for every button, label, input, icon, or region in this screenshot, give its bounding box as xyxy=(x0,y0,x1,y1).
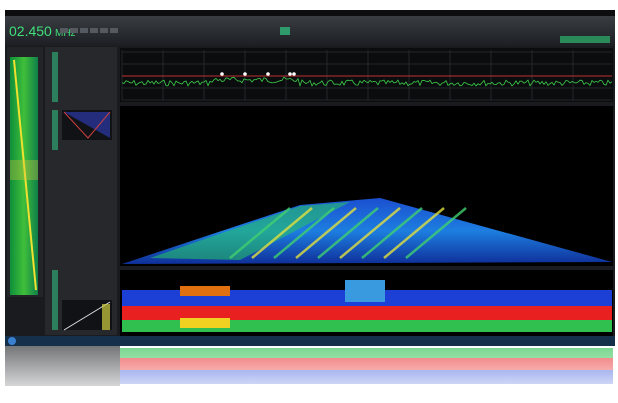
waterfall-stripes xyxy=(229,207,467,259)
frequency-value: 02.450 xyxy=(9,23,52,39)
spectrogram-signal xyxy=(180,286,230,296)
toolbar-button xyxy=(110,28,118,33)
control-tab[interactable] xyxy=(52,52,58,102)
waterfall-stripe xyxy=(405,207,467,259)
toolbar-button xyxy=(90,28,98,33)
toolbar-tabs[interactable] xyxy=(560,36,610,43)
start-button[interactable] xyxy=(8,337,16,345)
marker xyxy=(243,72,247,76)
spectrum-trace xyxy=(121,76,613,88)
side-trace xyxy=(13,59,37,291)
color-map xyxy=(64,112,110,138)
toolbar-button xyxy=(80,28,88,33)
spectrogram-signal xyxy=(345,280,385,302)
color-scale xyxy=(102,304,110,330)
marker xyxy=(266,72,270,76)
marker xyxy=(292,72,296,76)
reflection xyxy=(0,346,618,403)
waterfall-stripe xyxy=(383,207,445,259)
spectrum-plot xyxy=(120,48,613,102)
toolbar-buttons xyxy=(60,28,118,33)
title-bar xyxy=(5,10,615,16)
taskbar xyxy=(5,336,615,346)
waterfall-stripe xyxy=(229,207,291,259)
spectrogram-signal xyxy=(180,318,230,328)
toolbar-button xyxy=(100,28,108,33)
spectrogram-band xyxy=(122,306,612,320)
spectrogram-floor xyxy=(122,320,612,332)
waterfall-stripe xyxy=(251,207,313,259)
toolbar-toggle[interactable] xyxy=(280,27,290,35)
marker xyxy=(220,72,224,76)
control-tab[interactable] xyxy=(52,270,58,330)
color-curve xyxy=(63,111,111,139)
waterfall-stripe xyxy=(361,207,423,259)
frequency-unit: MHz xyxy=(55,28,76,39)
toolbar-button xyxy=(70,28,78,33)
waterfall-stripe xyxy=(317,207,379,259)
waterfall-stripe xyxy=(295,207,357,259)
waterfall-stripe xyxy=(273,207,335,259)
control-tab[interactable] xyxy=(52,110,58,150)
side-band xyxy=(10,160,38,180)
markers xyxy=(220,72,296,76)
marker xyxy=(288,72,292,76)
toolbar-button xyxy=(60,28,68,33)
reflection-fade xyxy=(0,346,618,403)
waterfall-stripe xyxy=(339,207,401,259)
